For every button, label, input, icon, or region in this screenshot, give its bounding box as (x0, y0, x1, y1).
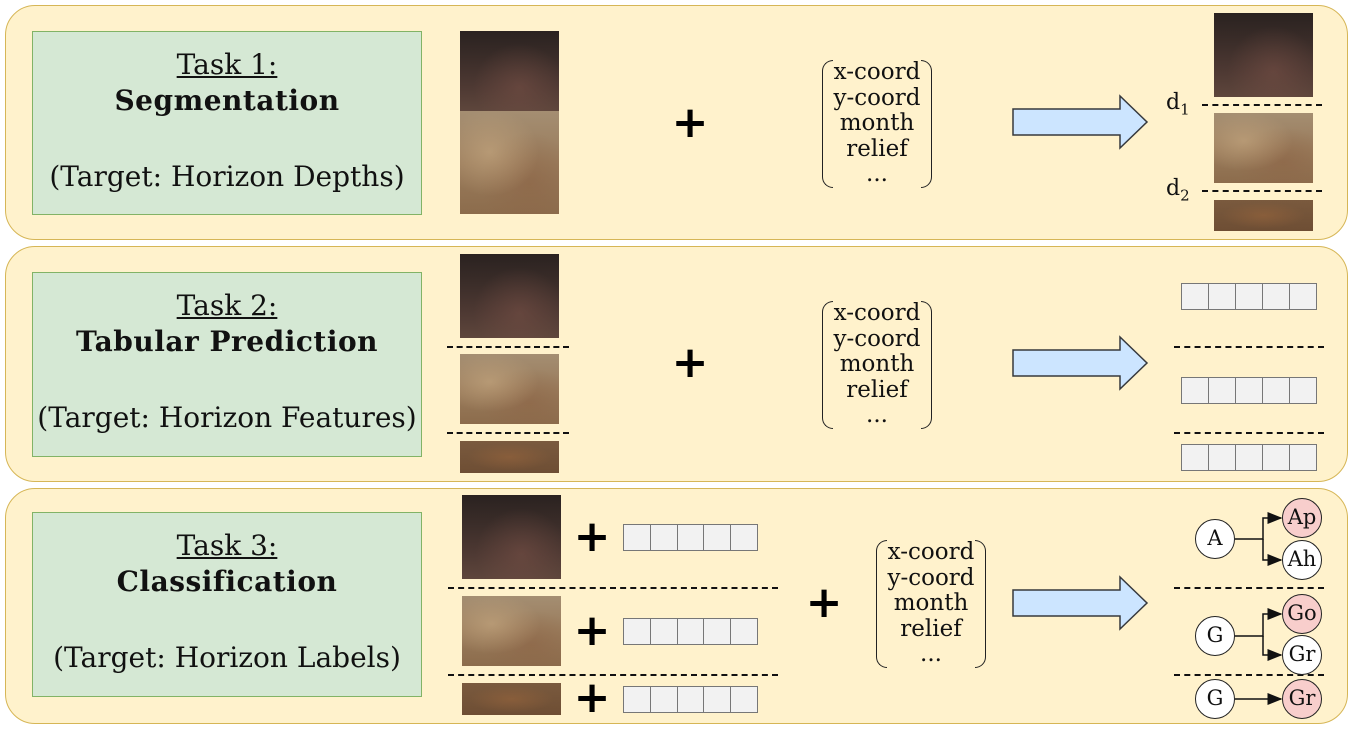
depth-label-d2-text: d (1166, 176, 1181, 201)
node-gr-1: Gr (1282, 635, 1322, 675)
task-1-title: Task 1: (176, 48, 278, 81)
soil-horizon-2 (460, 354, 559, 424)
feature-row-1 (623, 524, 758, 551)
plus-icon: + (805, 577, 843, 628)
feature-separator-1 (1174, 346, 1324, 348)
depth-label-d2: d2 (1166, 176, 1190, 204)
plus-icon: + (573, 511, 611, 562)
right-arrow-icon (1012, 575, 1149, 631)
output-soil-layer-1 (1214, 13, 1313, 97)
horizon-boundary-1 (447, 346, 569, 348)
vector-entry: y-coord (833, 325, 921, 352)
horizon-boundary-2 (448, 674, 778, 676)
vector-entry: relief (846, 376, 908, 403)
task-3-box: Task 3: Classification (Target: Horizon … (32, 512, 422, 697)
soil-layer-middle (460, 111, 559, 214)
plus-icon: + (671, 337, 709, 388)
feature-row-2 (1181, 377, 1317, 404)
feature-separator-2 (1174, 432, 1324, 434)
label-separator-2 (1174, 674, 1324, 676)
horizon-boundary-2 (447, 432, 569, 434)
output-soil-layer-3 (1214, 200, 1313, 231)
vector-entry: ... (866, 161, 888, 187)
depth-line-2 (1202, 190, 1322, 192)
task-1-name: Segmentation (114, 84, 340, 117)
right-arrow-icon (1012, 335, 1149, 391)
task-1-target: (Target: Horizon Depths) (49, 160, 405, 193)
vector-entry: ... (866, 402, 888, 428)
covariate-vector: x-coord y-coord month relief ... (876, 539, 986, 668)
feature-row-3 (623, 686, 758, 713)
soil-profile-image (460, 31, 559, 214)
task-3-name: Classification (116, 565, 338, 598)
node-a: A (1195, 519, 1235, 559)
label-separator-1 (1174, 587, 1324, 589)
vector-entry: x-coord (887, 539, 975, 565)
vector-entry: month (839, 351, 915, 377)
depth-label-d1-sub: 1 (1180, 100, 1190, 119)
vector-entry: month (839, 110, 915, 136)
tree-edge (1262, 636, 1283, 661)
vector-entry: x-coord (833, 59, 921, 85)
soil-horizon-1 (462, 495, 561, 579)
depth-line-1 (1202, 104, 1322, 106)
task-1-box: Task 1: Segmentation (Target: Horizon De… (32, 31, 422, 215)
vector-entry: y-coord (887, 564, 975, 591)
vector-entry: y-coord (833, 84, 921, 111)
depth-label-d2-sub: 2 (1180, 186, 1190, 205)
node-ah: Ah (1282, 540, 1322, 580)
vector-entry: month (893, 590, 969, 616)
tree-edge (1262, 539, 1283, 566)
task-2-target: (Target: Horizon Features) (37, 401, 417, 434)
plus-icon: + (573, 672, 611, 723)
output-soil-layer-2 (1214, 113, 1313, 183)
vector-entry: ... (920, 641, 942, 667)
tree-edge (1235, 608, 1283, 637)
horizon-boundary-1 (448, 587, 778, 589)
depth-label-d1-text: d (1166, 90, 1181, 115)
covariate-vector: x-coord y-coord month relief ... (822, 300, 932, 429)
task-3-title: Task 3: (176, 529, 278, 562)
node-go: Go (1282, 594, 1322, 634)
vector-entry: relief (900, 615, 962, 642)
task-3-target: (Target: Horizon Labels) (53, 641, 401, 674)
vector-entry: relief (846, 135, 908, 162)
soil-layer-top (460, 31, 559, 111)
node-ap: Ap (1282, 498, 1322, 538)
node-g-2: G (1195, 679, 1235, 719)
vector-entry: x-coord (833, 300, 921, 326)
feature-row-2 (623, 618, 758, 645)
right-arrow-icon (1012, 94, 1149, 150)
feature-row-1 (1181, 283, 1317, 310)
node-gr-2: Gr (1282, 679, 1322, 719)
soil-horizon-1 (460, 254, 559, 338)
covariate-vector: x-coord y-coord month relief ... (822, 59, 932, 188)
task-2-box: Task 2: Tabular Prediction (Target: Hori… (32, 272, 422, 457)
task-2-name: Tabular Prediction (75, 325, 378, 358)
feature-row-3 (1181, 444, 1317, 471)
plus-icon: + (573, 605, 611, 656)
depth-label-d1: d1 (1166, 90, 1190, 118)
tree-edge (1235, 512, 1283, 540)
soil-horizon-3 (460, 441, 559, 473)
plus-icon: + (671, 97, 709, 148)
soil-horizon-2 (462, 596, 561, 666)
node-g-1: G (1195, 616, 1235, 656)
soil-horizon-3 (462, 683, 561, 715)
task-2-title: Task 2: (176, 289, 278, 322)
